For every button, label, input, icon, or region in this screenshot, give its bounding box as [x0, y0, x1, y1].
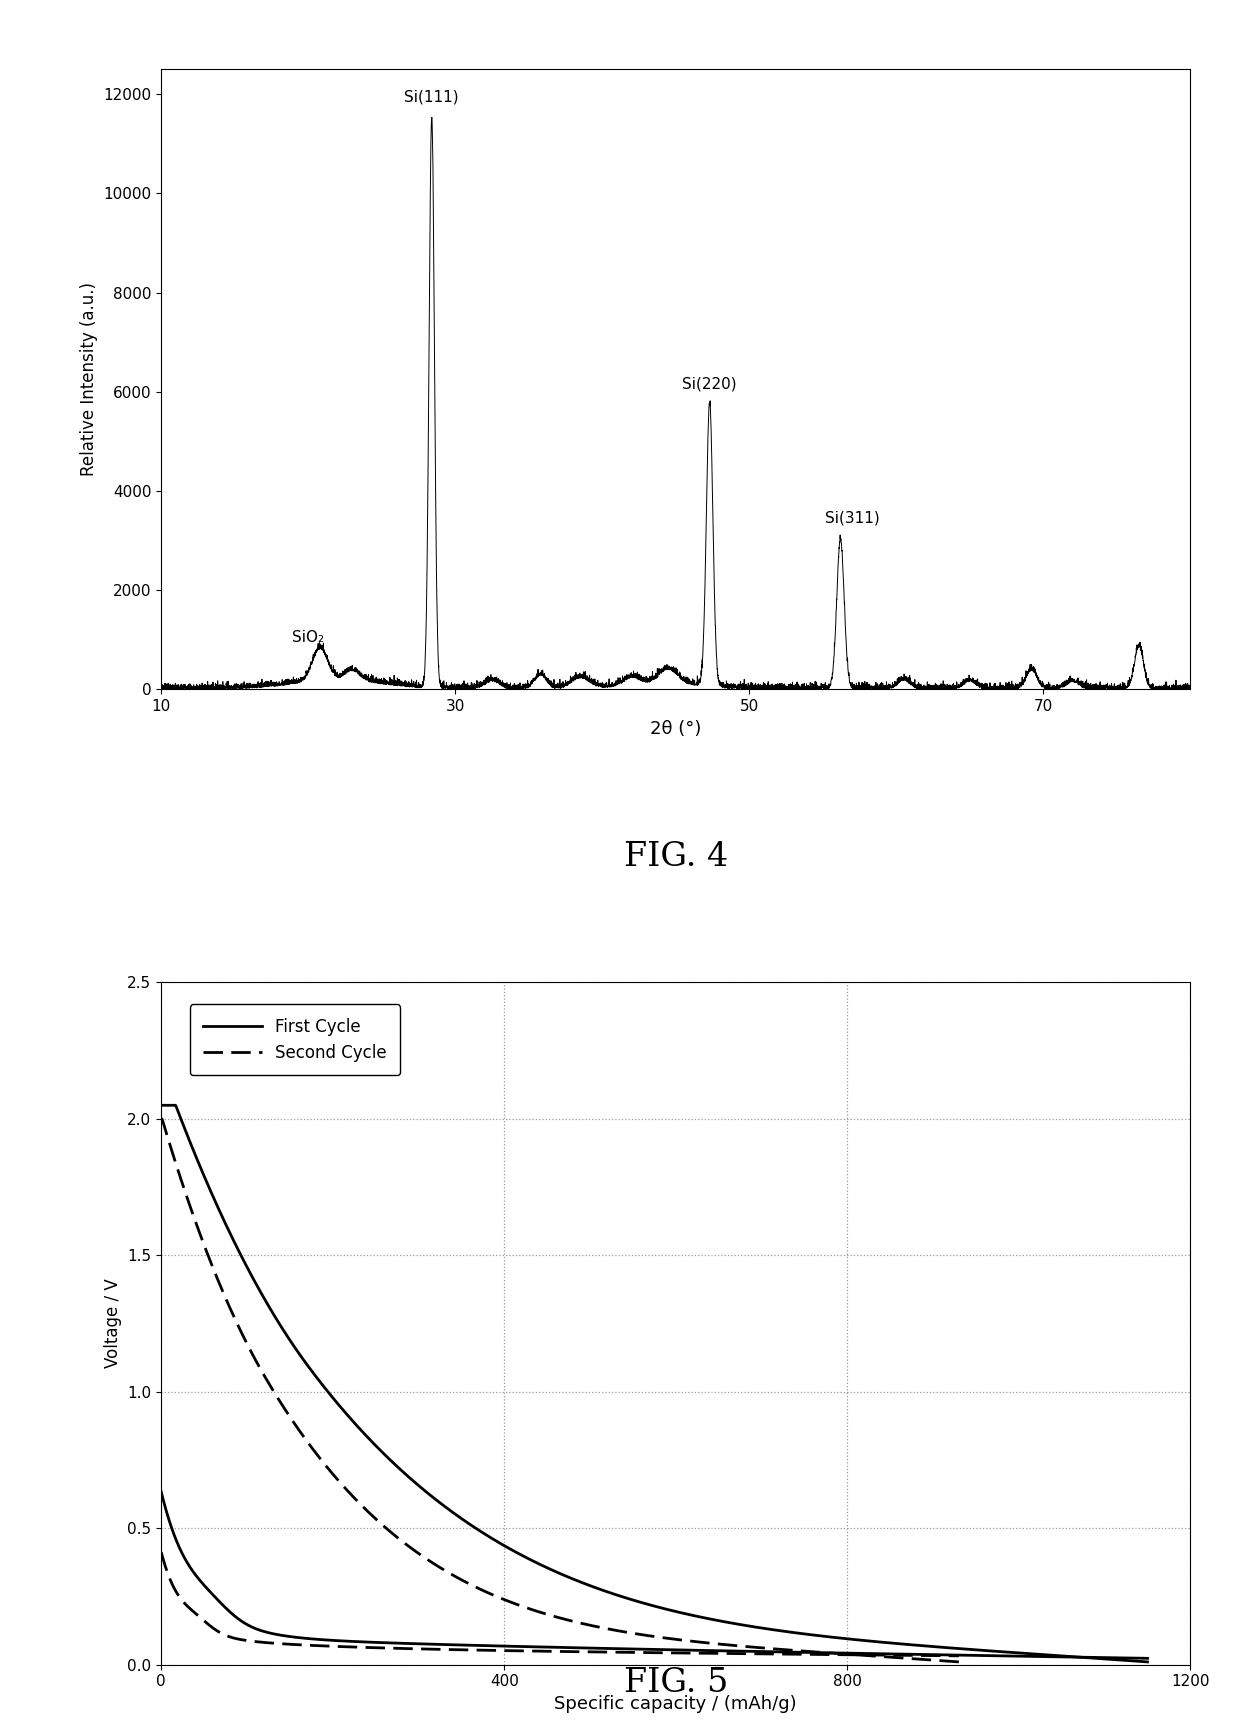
Second Cycle	[508, 1640, 523, 1661]
First Cycle	[1111, 1647, 1126, 1668]
X-axis label: 2θ (°): 2θ (°)	[650, 720, 702, 737]
Second Cycle	[248, 1632, 263, 1653]
Y-axis label: Voltage / V: Voltage / V	[104, 1278, 122, 1368]
Text: FIG. 4: FIG. 4	[624, 841, 728, 872]
First Cycle	[608, 1639, 622, 1659]
Second Cycle	[523, 1640, 538, 1661]
First Cycle	[1111, 1647, 1126, 1668]
First Cycle	[154, 1481, 169, 1502]
Text: Si(220): Si(220)	[682, 376, 737, 392]
First Cycle	[930, 1644, 945, 1665]
Text: FIG. 5: FIG. 5	[624, 1668, 728, 1699]
X-axis label: Specific capacity / (mAh/g): Specific capacity / (mAh/g)	[554, 1694, 797, 1713]
Text: Si(311): Si(311)	[825, 512, 879, 525]
Second Cycle	[608, 1642, 622, 1663]
Line: First Cycle: First Cycle	[161, 1491, 1147, 1658]
Legend: First Cycle, Second Cycle: First Cycle, Second Cycle	[190, 1004, 401, 1075]
Second Cycle	[492, 1640, 507, 1661]
Text: SiO₂: SiO₂	[293, 629, 325, 645]
Second Cycle	[951, 1646, 966, 1666]
Y-axis label: Relative Intensity (a.u.): Relative Intensity (a.u.)	[79, 283, 98, 477]
First Cycle	[205, 1583, 219, 1604]
First Cycle	[1140, 1647, 1154, 1668]
Text: Si(111): Si(111)	[404, 88, 459, 104]
First Cycle	[634, 1639, 649, 1659]
Line: Second Cycle: Second Cycle	[161, 1552, 959, 1656]
Second Cycle	[154, 1542, 169, 1562]
Second Cycle	[216, 1623, 231, 1644]
